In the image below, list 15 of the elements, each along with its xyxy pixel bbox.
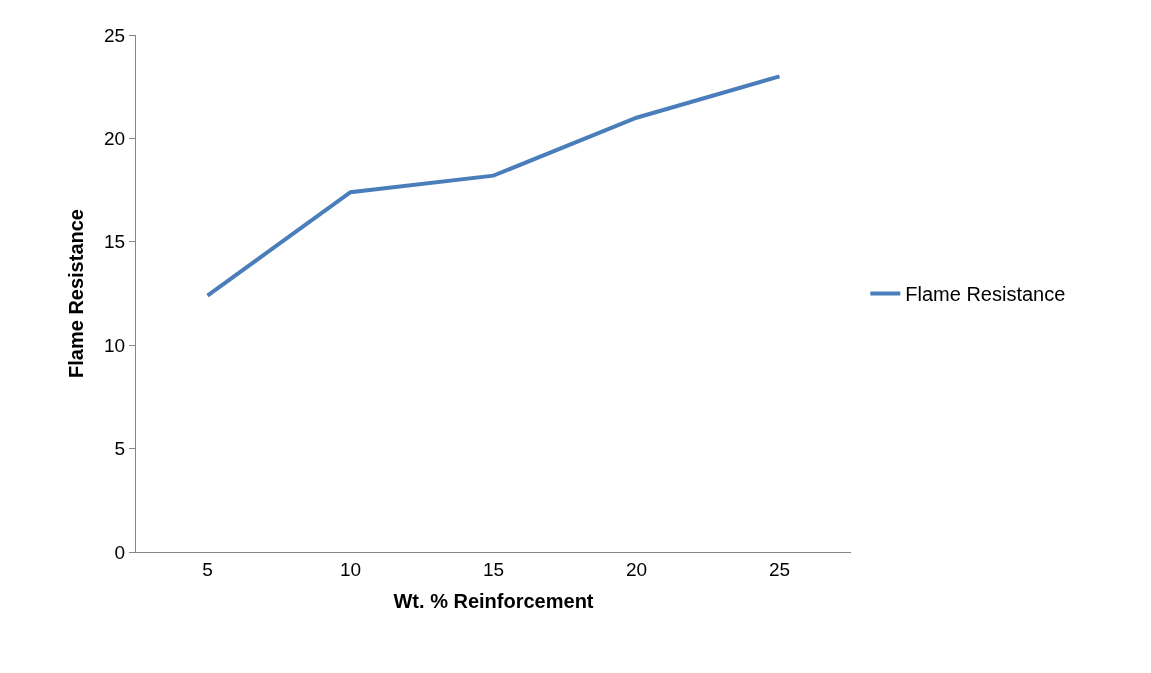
legend-label: Flame Resistance bbox=[905, 283, 1066, 306]
y-tick-label: 20 bbox=[104, 128, 126, 150]
y-tick-label: 25 bbox=[104, 24, 126, 46]
x-tick-label: 25 bbox=[768, 558, 791, 580]
y-axis-title: Flame Resistance bbox=[64, 209, 87, 378]
x-tick-label: 15 bbox=[482, 558, 505, 580]
y-tick-label: 0 bbox=[114, 541, 126, 563]
x-axis-title: Wt. % Reinforcement bbox=[393, 590, 594, 613]
y-tick-label: 15 bbox=[104, 231, 126, 253]
x-tick-label: 20 bbox=[625, 558, 648, 580]
y-tick-label: 5 bbox=[114, 438, 126, 460]
x-tick-label: 10 bbox=[339, 558, 362, 580]
line-series bbox=[205, 74, 782, 298]
x-tick-label: 5 bbox=[202, 558, 213, 580]
y-tick-label: 10 bbox=[104, 334, 126, 356]
